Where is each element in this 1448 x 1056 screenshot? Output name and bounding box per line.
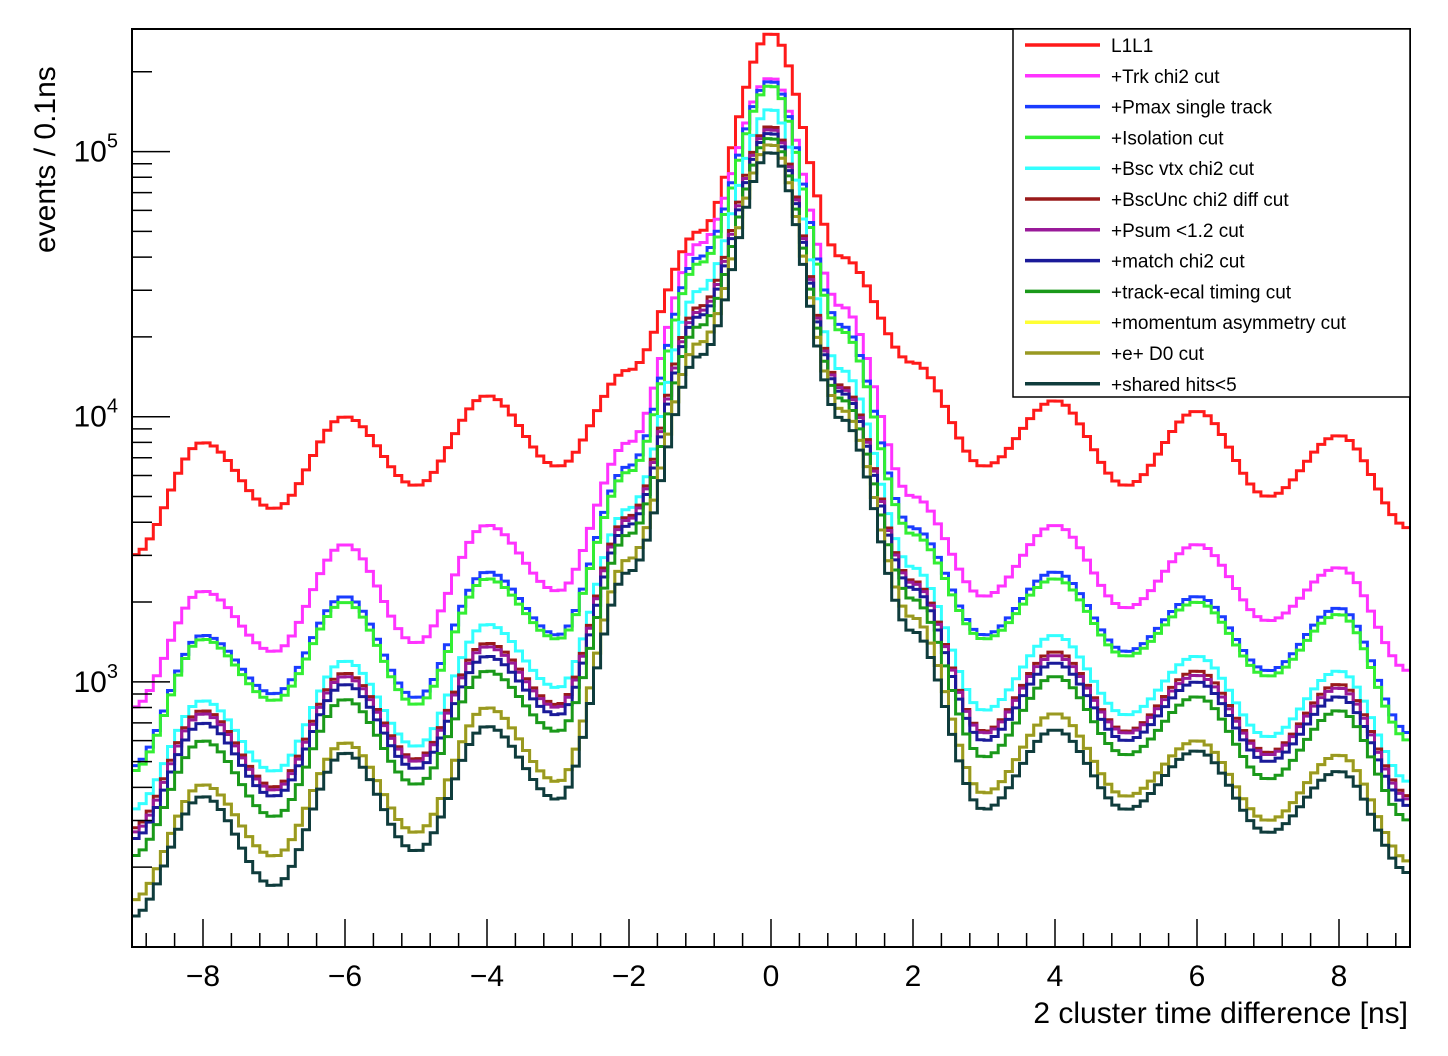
series-line-1 — [132, 77, 1410, 709]
x-tick-label: −4 — [470, 960, 504, 993]
legend-entry: +match chi2 cut — [1025, 252, 1245, 273]
legend-label: +track-ecal timing cut — [1111, 282, 1292, 303]
legend-label: +Pmax single track — [1111, 98, 1273, 119]
legend-label: L1L1 — [1111, 36, 1153, 57]
x-tick-label: 4 — [1047, 960, 1064, 993]
legend-entry: +Trk chi2 cut — [1025, 67, 1220, 88]
legend-label: +e+ D0 cut — [1111, 344, 1205, 365]
legend-label: +momentum asymmetry cut — [1111, 313, 1347, 334]
y-axis-tick-labels: 103 104 105 — [74, 131, 119, 699]
series-line-8 — [132, 137, 1410, 857]
series-line-4 — [132, 108, 1410, 811]
legend-label: +Trk chi2 cut — [1111, 67, 1220, 88]
series-line-10 — [132, 143, 1410, 902]
series-line-0 — [132, 32, 1410, 557]
legend-entry: +Isolation cut — [1025, 128, 1224, 149]
legend-entry: +Bsc vtx chi2 cut — [1025, 159, 1255, 180]
x-tick-label: 2 — [905, 960, 922, 993]
legend-box — [1012, 28, 1411, 398]
x-tick-label: 0 — [763, 960, 780, 993]
legend-entry: +BscUnc chi2 diff cut — [1025, 190, 1289, 211]
series-line-11 — [132, 151, 1410, 918]
y-tick-label: 103 — [74, 661, 119, 699]
x-axis-title: 2 cluster time difference [ns] — [1033, 997, 1408, 1030]
series-line-3 — [132, 84, 1410, 772]
x-tick-label: −8 — [186, 960, 220, 993]
legend-label: +Isolation cut — [1111, 128, 1224, 149]
x-tick-label: 6 — [1189, 960, 1206, 993]
legend-label: +match chi2 cut — [1111, 252, 1245, 273]
legend-entry: +track-ecal timing cut — [1025, 282, 1292, 303]
legend-entry: +Pmax single track — [1025, 98, 1273, 119]
legend: L1L1 +Trk chi2 cut +Pmax single track +Isol… — [1012, 28, 1411, 398]
legend-entry: +Psum <1.2 cut — [1025, 221, 1245, 242]
legend-label: +Psum <1.2 cut — [1111, 221, 1245, 242]
y-axis-ticks — [132, 71, 170, 948]
x-tick-label: −6 — [328, 960, 362, 993]
legend-entry: +momentum asymmetry cut — [1025, 313, 1347, 334]
series-line-5 — [132, 125, 1410, 830]
x-tick-label: −2 — [612, 960, 646, 993]
y-tick-label: 104 — [74, 396, 119, 434]
legend-entry: +shared hits<5 — [1025, 375, 1237, 396]
series-line-2 — [132, 80, 1410, 768]
legend-label: +shared hits<5 — [1111, 375, 1237, 396]
series-layer — [132, 32, 1410, 918]
legend-label: +Bsc vtx chi2 cut — [1111, 159, 1255, 180]
x-axis-ticks — [145, 919, 1397, 947]
y-tick-label: 105 — [74, 131, 119, 169]
series-line-6 — [132, 128, 1410, 834]
series-line-7 — [132, 132, 1410, 840]
y-axis-title: events / 0.1ns — [29, 66, 62, 253]
x-axis-tick-labels: −8 −6 −4 −2 0 2 4 6 8 — [186, 960, 1347, 993]
legend-entry: L1L1 — [1025, 36, 1153, 57]
x-tick-label: 8 — [1331, 960, 1348, 993]
legend-label: +BscUnc chi2 diff cut — [1111, 190, 1289, 211]
legend-entry: +e+ D0 cut — [1025, 344, 1205, 365]
legend-items: L1L1 +Trk chi2 cut +Pmax single track +Isol… — [1025, 36, 1347, 396]
